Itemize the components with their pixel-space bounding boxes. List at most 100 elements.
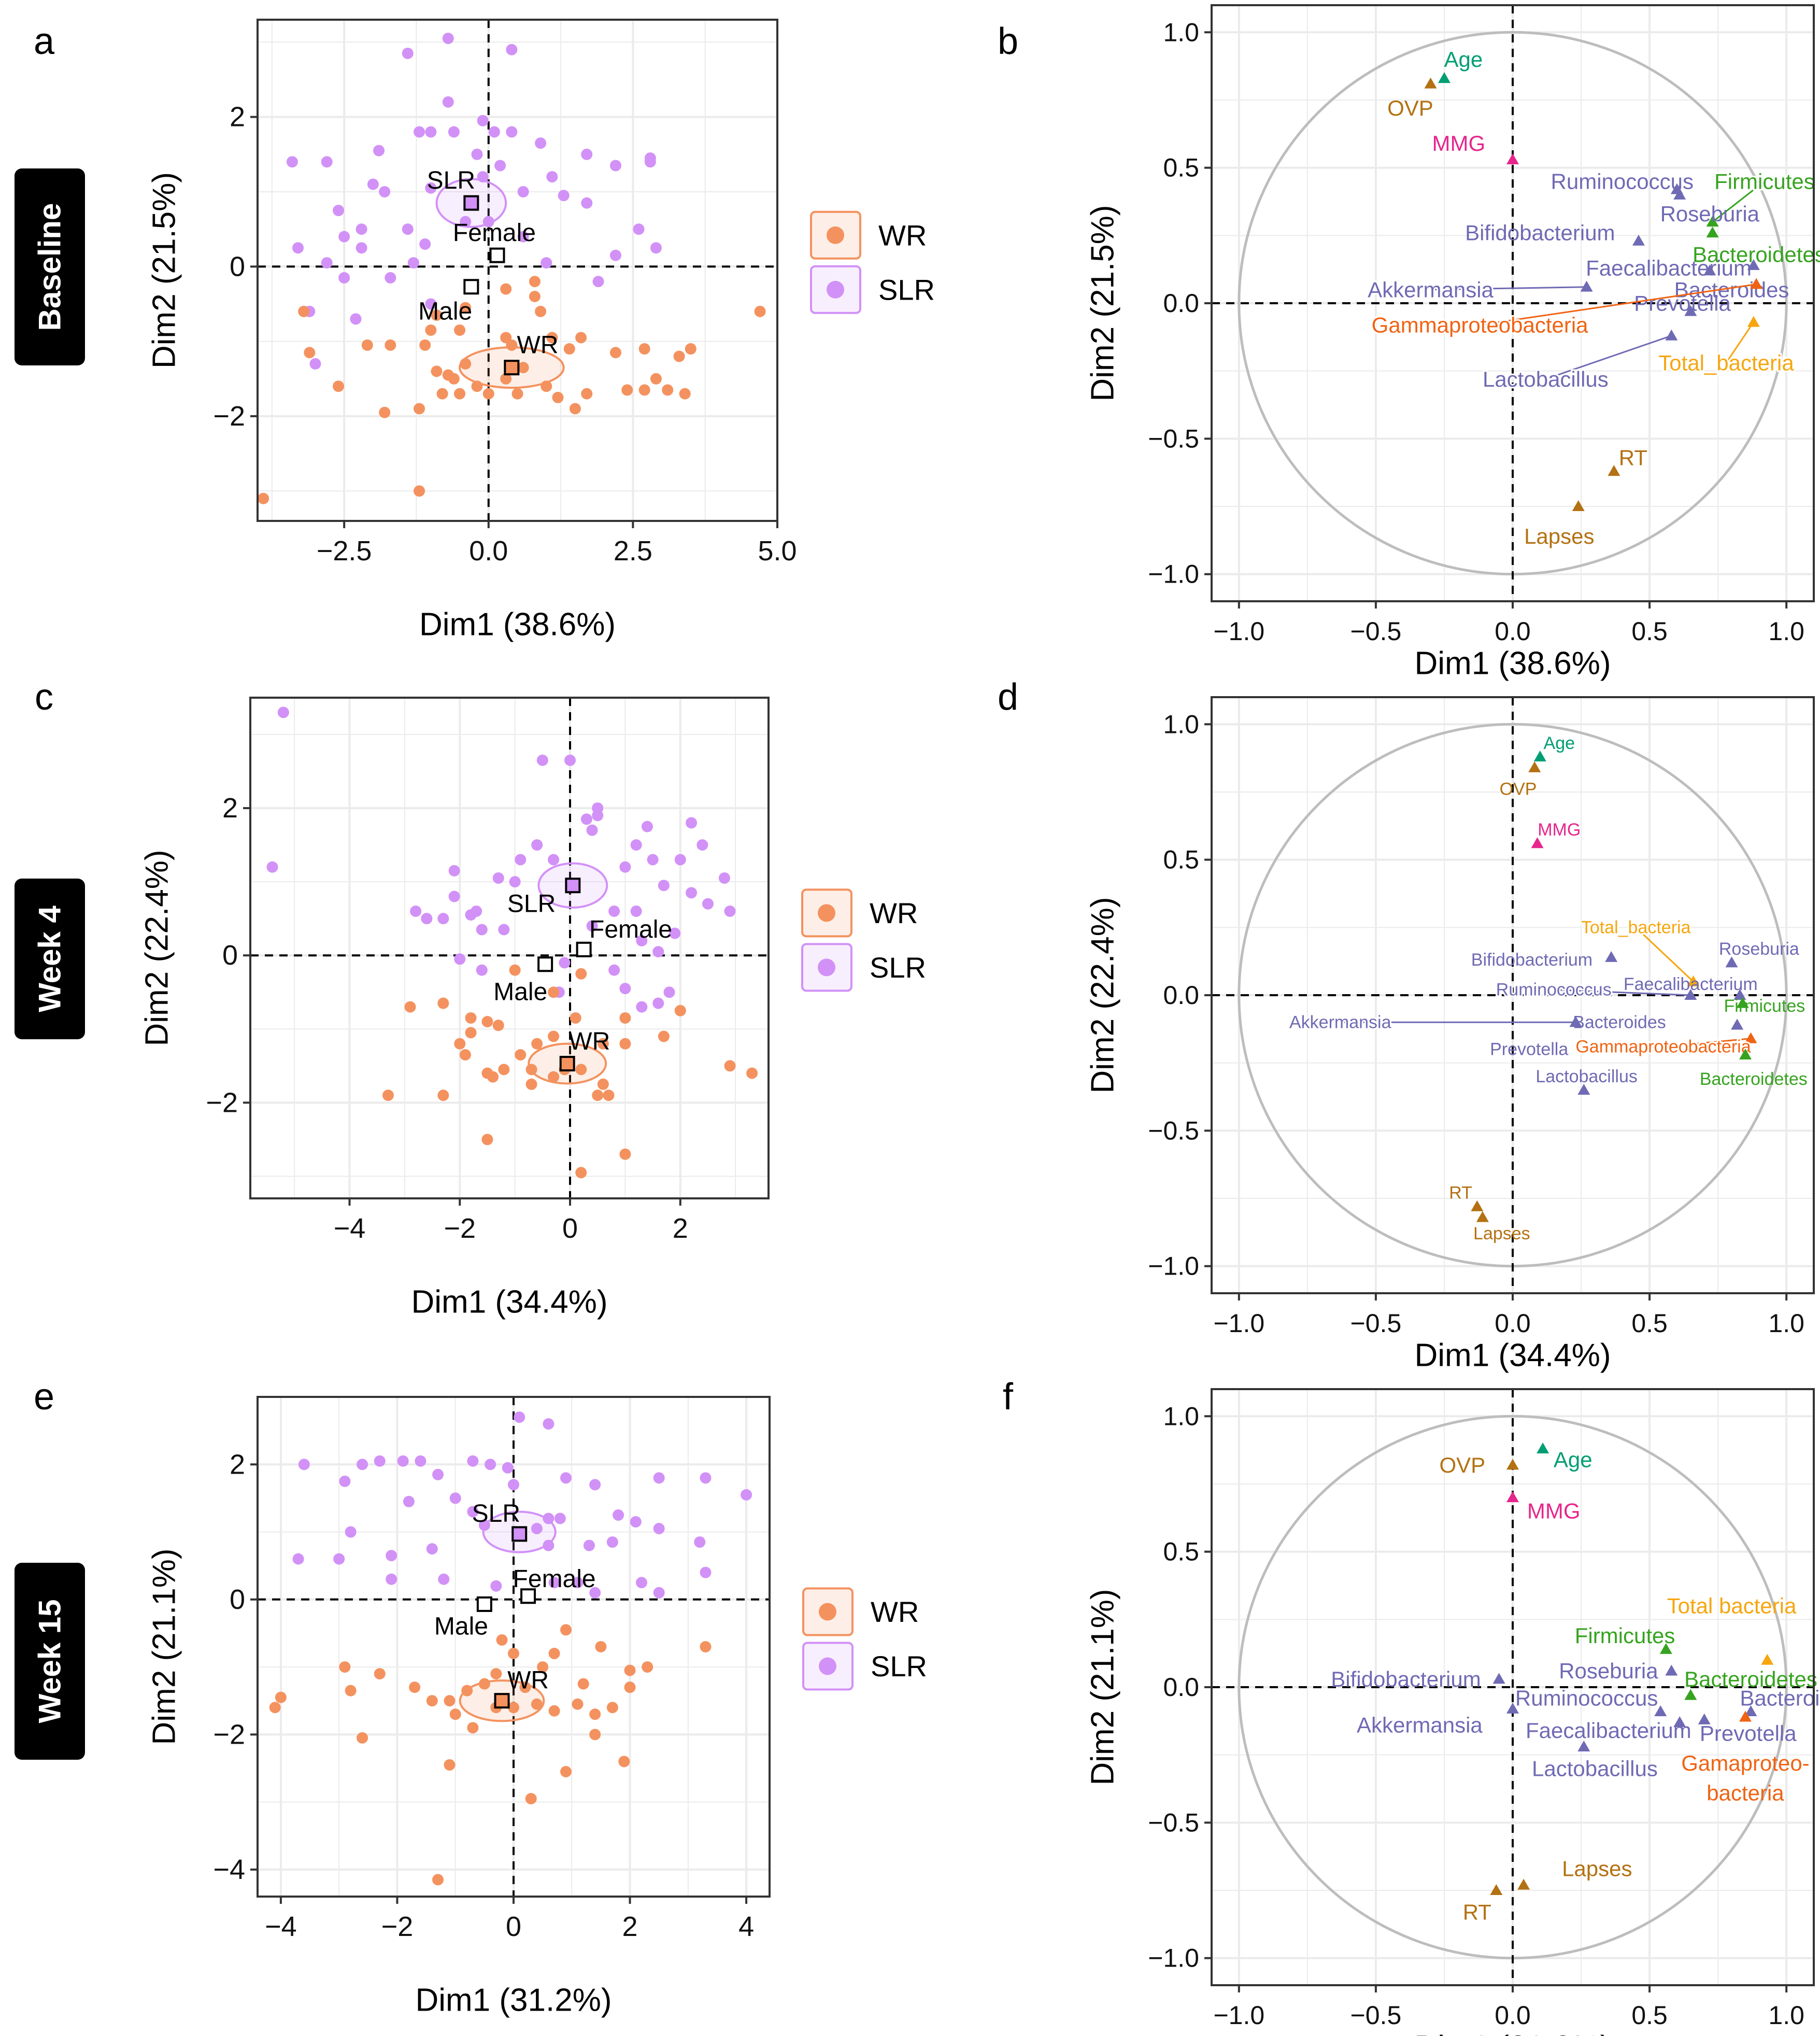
data-point — [467, 1455, 479, 1467]
data-point — [586, 824, 598, 836]
supplementary-label: Female — [589, 916, 672, 943]
series-WR — [269, 1624, 712, 1886]
data-point — [558, 190, 570, 202]
variable-ovp: OVP — [1500, 761, 1541, 799]
variable-label: OVP — [1500, 780, 1537, 799]
data-point — [597, 1078, 609, 1090]
y-tick-label: 0.0 — [1163, 289, 1199, 318]
data-point — [724, 905, 736, 917]
data-point — [662, 384, 674, 396]
data-point — [548, 1030, 560, 1042]
series-SLR — [286, 33, 662, 370]
y-tick-label: −1.0 — [1148, 560, 1199, 589]
variable-gammaproteobacteria: Gammaproteobacteria — [1574, 1032, 1757, 1058]
legend-marker — [827, 226, 844, 244]
data-point — [609, 249, 621, 261]
data-point — [548, 1071, 560, 1083]
y-tick-label: 0.0 — [1163, 981, 1199, 1010]
data-point — [608, 964, 620, 976]
supplementary-point-male — [537, 956, 553, 972]
data-point — [575, 968, 587, 980]
variable-rt: RT — [1463, 1884, 1503, 1924]
variable-bacteroidetes: Bacteroidetes — [1693, 227, 1820, 266]
variable-age: Age — [1533, 733, 1575, 761]
data-point — [425, 298, 437, 310]
data-point — [652, 997, 664, 1009]
supplementary-point-wr — [504, 360, 520, 376]
panel-letter-a: a — [34, 21, 55, 62]
panel-letter-d: d — [998, 676, 1018, 718]
data-point — [298, 1459, 310, 1471]
data-point — [570, 1012, 581, 1024]
supplementary-label: Male — [493, 979, 547, 1006]
variable-marker — [1492, 1673, 1505, 1684]
variable-marker — [1665, 1664, 1678, 1676]
y-tick-label: 0 — [230, 1584, 245, 1615]
data-point — [554, 1512, 566, 1524]
data-point — [563, 343, 575, 355]
variable-marker — [1569, 1016, 1582, 1027]
data-point — [357, 1732, 368, 1744]
y-tick-label: 0.5 — [1163, 1537, 1199, 1566]
data-point — [653, 1587, 665, 1599]
supplementary-label: WR — [507, 1667, 549, 1694]
x-tick-label: 2.5 — [614, 535, 652, 567]
data-point — [379, 406, 391, 418]
variable-akkermansia: Akkermansia — [1366, 276, 1593, 303]
data-point — [531, 1523, 543, 1535]
data-point — [277, 706, 289, 718]
data-point — [404, 1001, 416, 1013]
data-point — [454, 953, 466, 965]
variable-marker — [1747, 259, 1760, 270]
data-point — [425, 126, 437, 138]
data-point — [592, 810, 604, 822]
axes: −1.0 −0.5 0.0 0.5 1.0 −1.0 −0.5 0.0 0.5 1.0 Dim1 (… — [1085, 1402, 1804, 2036]
data-point — [498, 924, 510, 936]
data-point — [425, 324, 437, 336]
data-point — [636, 1001, 648, 1013]
data-point — [345, 1685, 357, 1696]
data-point — [630, 1516, 642, 1528]
data-point — [619, 1148, 631, 1160]
data-point — [449, 1492, 461, 1504]
data-point — [431, 365, 443, 377]
data-point — [529, 291, 541, 303]
variable-label: Prevotella — [1700, 1721, 1797, 1745]
data-point — [597, 1038, 609, 1050]
variable-label: Lapses — [1524, 524, 1594, 548]
data-point — [421, 913, 433, 925]
data-point — [525, 1793, 537, 1805]
data-point — [476, 964, 488, 976]
variable-label: Lactobacillus — [1535, 1067, 1638, 1086]
data-point — [437, 1090, 449, 1101]
variable-lapses: Lapses — [1517, 1857, 1632, 1890]
panel-c: c Week 4 SLR Female Male WR WR SLR −4 −2 0 2 −2 0 2 Dim… — [15, 676, 926, 1320]
data-point — [444, 1759, 456, 1771]
data-point — [575, 1167, 587, 1179]
data-point — [608, 905, 620, 917]
data-point — [419, 339, 431, 351]
y-tick-label: −1.0 — [1148, 1252, 1199, 1281]
data-point — [509, 876, 521, 888]
x-tick-label: 5.0 — [758, 535, 797, 567]
supplementary-label: WR — [568, 1028, 610, 1055]
data-point — [581, 388, 593, 400]
data-point — [702, 898, 714, 910]
data-point — [494, 160, 506, 172]
variable-marker — [1761, 1653, 1774, 1665]
variable-firmicutes: Firmicutes — [1724, 996, 1805, 1016]
supplementary-point-female — [520, 1588, 536, 1604]
x-tick-label: 1.0 — [1768, 2001, 1804, 2030]
variable-label: Firmicutes — [1724, 996, 1805, 1016]
variable-marker — [1537, 1443, 1549, 1453]
variable-label: OVP — [1439, 1453, 1485, 1477]
y-tick-label: 0 — [230, 251, 245, 282]
data-point — [481, 1016, 493, 1028]
data-point — [490, 1668, 502, 1680]
variable-marker — [1739, 1049, 1752, 1059]
variable-marker — [1684, 1689, 1697, 1700]
x-axis-title: Dim1 (34.4%) — [1415, 1338, 1611, 1374]
x-tick-label: 2 — [673, 1213, 688, 1244]
variable-marker — [1506, 1702, 1519, 1714]
data-point — [498, 1064, 510, 1076]
